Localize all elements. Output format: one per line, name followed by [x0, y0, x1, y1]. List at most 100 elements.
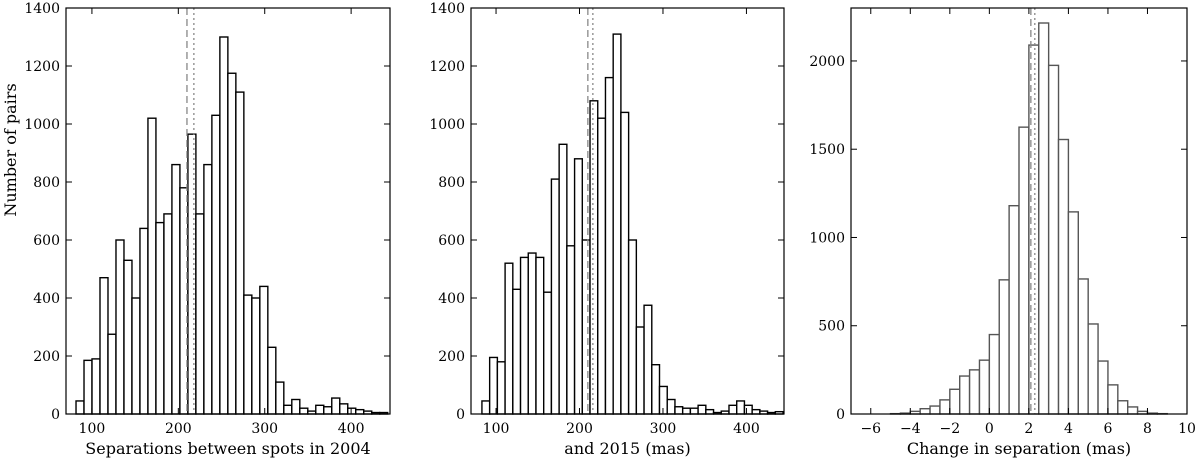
- histogram-bar: [91, 358, 101, 415]
- histogram-bar: [535, 256, 545, 415]
- histogram-bar: [227, 72, 237, 415]
- x-tick-label: 400: [733, 421, 760, 437]
- y-tick-label: 1400: [429, 1, 465, 17]
- histogram-bar: [573, 158, 584, 415]
- histogram-bar: [243, 294, 253, 415]
- histogram-bar: [968, 369, 981, 415]
- y-tick-label: 200: [438, 349, 465, 365]
- histogram-bar: [195, 213, 205, 415]
- histogram-bar: [519, 256, 529, 415]
- histogram-bar: [919, 408, 931, 415]
- histogram-bar: [550, 178, 560, 415]
- histogram-bar: [988, 333, 1000, 415]
- histogram-bar: [259, 285, 269, 415]
- histogram-bar: [751, 408, 761, 415]
- x-tick-label: 4: [1064, 421, 1073, 437]
- histogram-bar: [219, 36, 229, 415]
- x-tick-label: 100: [79, 421, 106, 437]
- histogram-bar: [1057, 138, 1070, 415]
- x-tick-label: −2: [940, 421, 961, 437]
- histogram-bar: [581, 239, 591, 415]
- histogram-bar: [107, 333, 117, 415]
- histogram-bar: [689, 407, 699, 415]
- x-tick-label: 200: [165, 421, 192, 437]
- histogram-bar: [736, 400, 746, 415]
- histogram-bar: [504, 262, 514, 415]
- y-tick-label: 0: [51, 407, 60, 423]
- histogram-bar: [643, 304, 653, 415]
- axes-frame: [65, 7, 391, 415]
- histogram-bar: [211, 114, 221, 415]
- histogram-bar: [315, 404, 325, 415]
- histogram-bar: [949, 388, 961, 415]
- y-tick-label: 600: [33, 233, 60, 249]
- histogram-bar: [635, 326, 645, 415]
- histogram-bar: [1047, 64, 1060, 415]
- histogram-bar: [512, 288, 522, 415]
- histogram-bar: [123, 259, 133, 415]
- histogram-bar: [604, 76, 614, 415]
- histogram-bar: [651, 364, 661, 415]
- histogram-bar: [283, 404, 293, 415]
- histogram-bar: [355, 408, 365, 415]
- histogram-bar: [743, 404, 753, 415]
- histogram-bar: [323, 406, 333, 415]
- histogram-bar: [299, 407, 309, 415]
- panel-separations-2004: 100 200 300 400 0 200 400 600 800 1000 1200 1400 Sep…: [24, 1, 391, 458]
- histogram-bar: [566, 245, 576, 415]
- axes-frame: [850, 7, 1188, 415]
- x-tick-label: −6: [860, 421, 881, 437]
- x-tick-label: 300: [650, 421, 677, 437]
- x-tick-label: 400: [338, 421, 365, 437]
- histogram-bar: [496, 361, 506, 415]
- histogram-bar: [959, 375, 971, 415]
- x-tick-label: 10: [1178, 421, 1196, 437]
- histogram-bar: [203, 163, 213, 415]
- shared-y-axis-label: Number of pairs: [1, 83, 20, 216]
- histogram-bar: [1117, 400, 1129, 415]
- x-axis-label: Separations between spots in 2004: [85, 439, 370, 458]
- histogram-bar: [139, 227, 149, 415]
- y-tick-label: 2000: [809, 54, 845, 70]
- axes-frame: [470, 7, 785, 415]
- histogram-bar: [251, 297, 261, 415]
- histogram-bar: [542, 291, 553, 415]
- histogram-bar: [1077, 278, 1089, 415]
- y-tick-label: 1000: [429, 117, 465, 133]
- histogram-bar: [187, 133, 197, 415]
- histogram-bar: [267, 346, 277, 415]
- histogram-bar: [1067, 211, 1079, 415]
- histogram-bar: [1127, 406, 1139, 415]
- histogram-bar: [728, 404, 738, 415]
- histogram-bar: [1087, 323, 1099, 415]
- histogram-bar: [75, 400, 85, 415]
- histogram-bar: [620, 111, 630, 415]
- histogram-bar: [674, 406, 684, 415]
- y-tick-label: 800: [438, 175, 465, 191]
- x-tick-label: 8: [1143, 421, 1152, 437]
- histogram-bar: [978, 359, 991, 415]
- y-tick-label: 0: [456, 407, 465, 423]
- histogram-bar: [589, 100, 599, 415]
- y-tick-label: 1400: [24, 1, 60, 17]
- histogram-bar: [939, 399, 951, 415]
- histogram-bar: [171, 163, 181, 415]
- x-tick-label: 200: [566, 421, 593, 437]
- y-tick-label: 1200: [429, 59, 465, 75]
- histogram-bar: [929, 405, 941, 415]
- histogram-bar: [147, 117, 157, 415]
- histogram-bar: [99, 277, 109, 415]
- histogram-bar: [275, 381, 285, 415]
- y-tick-label: 1000: [809, 230, 845, 246]
- histogram-bar: [481, 400, 491, 415]
- y-tick-label: 200: [33, 349, 60, 365]
- x-tick-label: 2: [1024, 421, 1033, 437]
- histogram-bar: [1097, 360, 1109, 415]
- histogram-bar: [612, 33, 622, 415]
- histogram-bar: [697, 404, 707, 415]
- y-tick-label: 400: [33, 291, 60, 307]
- histogram-bar: [131, 297, 141, 415]
- x-tick-label: 300: [251, 421, 278, 437]
- histogram-bar: [163, 213, 173, 415]
